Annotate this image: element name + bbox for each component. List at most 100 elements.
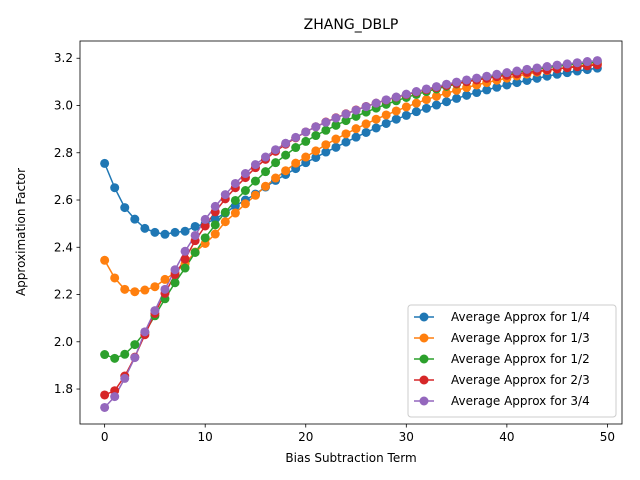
series-5-point — [411, 87, 421, 97]
series-5-point — [190, 230, 200, 240]
series-5-point — [562, 59, 572, 69]
series-2-point — [311, 146, 321, 156]
series-1-point — [512, 78, 522, 88]
series-3-point — [130, 340, 140, 350]
series-5-point — [140, 327, 150, 337]
series-3-point — [100, 350, 110, 360]
series-2-point — [271, 173, 281, 183]
series-2-point — [281, 166, 291, 176]
series-3-point — [230, 195, 240, 205]
series-2-point — [361, 119, 371, 129]
series-3-point — [261, 167, 271, 177]
series-1-point — [522, 75, 532, 85]
y-axis: 1.8 2.0 2.2 2.4 2.6 2.8 3.0 3.2 — [54, 51, 80, 396]
legend-label-4: Average Approx for 2/3 — [451, 373, 590, 387]
series-5-point — [482, 71, 492, 81]
series-1-point — [452, 93, 462, 103]
series-5-point — [502, 68, 512, 78]
series-2-point — [130, 287, 140, 297]
y-tick-label: 2.4 — [54, 240, 73, 254]
legend-label-3: Average Approx for 1/2 — [451, 352, 590, 366]
series-1-point — [442, 97, 452, 107]
series-5-point — [361, 102, 371, 112]
series-5-point — [351, 105, 361, 115]
series-2-point — [100, 255, 110, 265]
x-tick-label: 0 — [101, 430, 109, 444]
series-5-point — [532, 63, 542, 73]
series-5-point — [150, 306, 160, 316]
series-2-point — [411, 98, 421, 108]
legend-marker-1 — [419, 312, 429, 322]
series-2-point — [291, 158, 301, 168]
series-3-point — [180, 263, 190, 273]
series-5-point — [331, 113, 341, 123]
series-2-point — [301, 152, 311, 162]
series-3-point — [200, 233, 210, 243]
series-2-point — [431, 91, 441, 101]
series-5-point — [582, 57, 592, 67]
series-2-point — [401, 102, 411, 112]
legend-label-2: Average Approx for 1/3 — [451, 331, 590, 345]
series-5-point — [341, 109, 351, 119]
series-3-point — [291, 143, 301, 153]
series-2-point — [261, 181, 271, 191]
series-5-point — [200, 214, 210, 224]
y-tick-label: 3.0 — [54, 99, 73, 113]
series-4-point — [100, 390, 110, 400]
series-5-point — [311, 122, 321, 132]
x-tick-label: 20 — [298, 430, 313, 444]
series-3-point — [311, 131, 321, 141]
series-1-point — [411, 107, 421, 117]
series-3-point — [321, 125, 331, 135]
series-1-point — [391, 114, 401, 124]
series-5-point — [572, 58, 582, 68]
series-2-point — [351, 124, 361, 134]
series-5-point — [371, 98, 381, 108]
series-2-point — [110, 273, 120, 283]
legend-marker-4 — [419, 375, 429, 385]
series-1-point — [502, 80, 512, 90]
series-1-point — [421, 103, 431, 113]
series-5-point — [170, 265, 180, 275]
series-5-point — [462, 75, 472, 85]
series-5-point — [130, 353, 140, 363]
series-5-point — [592, 56, 602, 66]
series-2-point — [150, 282, 160, 292]
legend: Average Approx for 1/4 Average Approx for… — [407, 304, 617, 418]
series-5-point — [421, 84, 431, 94]
series-1-point — [170, 227, 180, 237]
series-1-point — [321, 147, 331, 157]
series-2-point — [371, 114, 381, 124]
series-5-point — [120, 373, 130, 383]
series-1-point — [130, 214, 140, 224]
series-3-point — [301, 136, 311, 146]
series-1-point — [190, 221, 200, 231]
y-tick-label: 2.8 — [54, 146, 73, 160]
series-2-point — [250, 190, 260, 200]
series-1-point — [351, 132, 361, 142]
series-2-point — [442, 88, 452, 98]
series-3-point — [110, 353, 120, 363]
legend-label-1: Average Approx for 1/4 — [451, 310, 590, 324]
series-3-point — [341, 116, 351, 126]
legend-box — [407, 304, 617, 418]
series-1-point — [100, 158, 110, 168]
series-1-point — [160, 229, 170, 239]
series-1-point — [361, 127, 371, 137]
series-2-point — [140, 285, 150, 295]
series-5-point — [542, 62, 552, 72]
legend-marker-5 — [419, 396, 429, 406]
series-2-point — [210, 229, 220, 239]
x-axis-title: Bias Subtraction Term — [285, 451, 416, 465]
series-5-point — [240, 169, 250, 179]
series-2-point — [160, 274, 170, 284]
series-5-point — [261, 152, 271, 162]
x-tick-label: 40 — [499, 430, 514, 444]
series-2-point — [120, 284, 130, 294]
x-tick-label: 10 — [198, 430, 213, 444]
series-5-point — [100, 402, 110, 412]
legend-label-5: Average Approx for 3/4 — [451, 394, 590, 408]
series-5-point — [230, 178, 240, 188]
series-2-point — [230, 208, 240, 218]
